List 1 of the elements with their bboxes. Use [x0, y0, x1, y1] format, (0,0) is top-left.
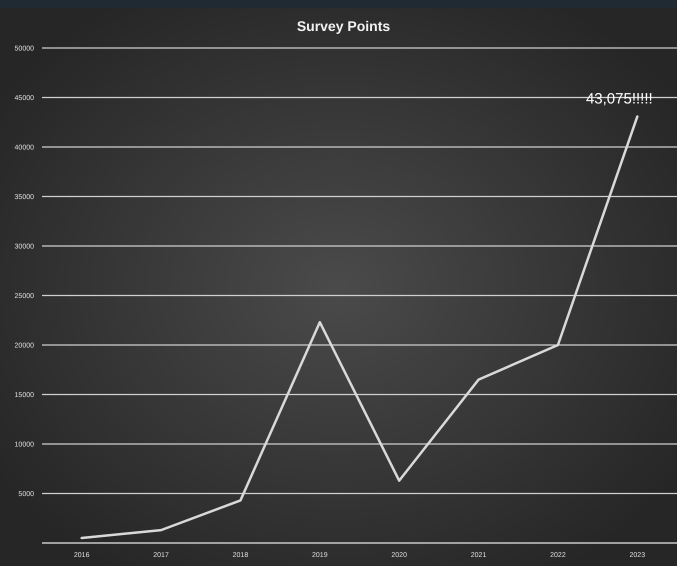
chart-title: Survey Points — [296, 18, 390, 34]
